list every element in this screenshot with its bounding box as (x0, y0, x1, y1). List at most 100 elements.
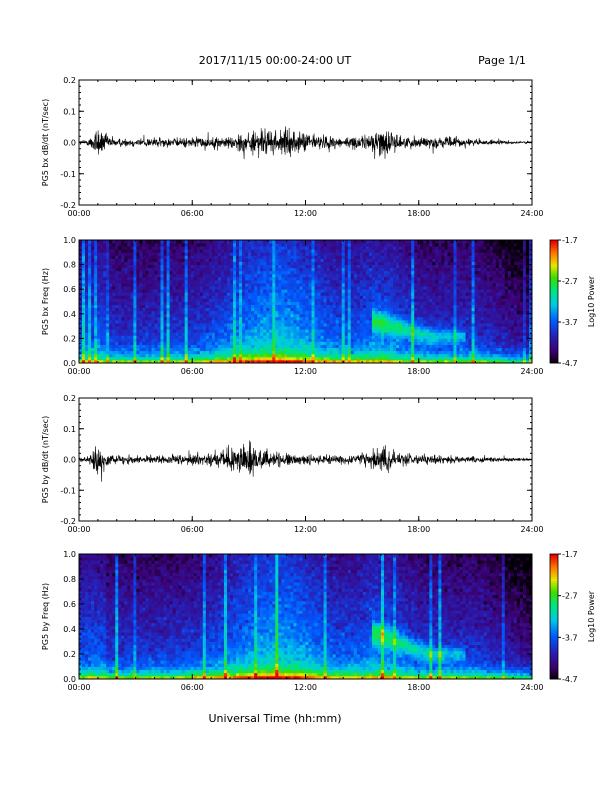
heatmap-cell (368, 316, 373, 321)
heatmap-cell (390, 359, 394, 364)
heatmap-cell (223, 243, 228, 247)
heatmap-cell (136, 240, 140, 244)
heatmap-cell (435, 246, 439, 250)
heatmap-cell (257, 261, 261, 265)
heatmap-cell (190, 329, 195, 333)
heatmap-cell (314, 292, 318, 296)
heatmap-cell (332, 304, 337, 309)
heatmap-cell (411, 356, 415, 361)
heatmap-cell (429, 243, 433, 247)
heatmap-cell (205, 326, 210, 330)
heatmap-cell (157, 270, 161, 275)
heatmap-cell (287, 283, 291, 287)
heatmap-cell (118, 353, 122, 358)
heatmap-cell (344, 286, 349, 290)
heatmap-cell (124, 240, 128, 244)
heatmap-cell (332, 359, 337, 364)
heatmap-cell (332, 350, 337, 355)
heatmap-cell (374, 316, 379, 321)
heatmap-cell (254, 264, 258, 269)
heatmap-cell (145, 261, 149, 265)
heatmap-cell (320, 270, 325, 275)
heatmap-cell (326, 298, 331, 302)
heatmap-cell (311, 255, 315, 259)
heatmap-cell (426, 255, 430, 259)
heatmap-cell (317, 347, 321, 352)
heatmap-cell (435, 261, 439, 265)
heatmap-cell (435, 301, 439, 305)
heatmap-cell (284, 264, 288, 269)
heatmap-cell (160, 335, 164, 339)
heatmap-cell (248, 301, 252, 305)
heatmap-cell (414, 341, 418, 345)
heatmap-cell (190, 246, 195, 250)
heatmap-cell (242, 286, 246, 290)
heatmap-cell (118, 338, 122, 342)
heatmap-cell (344, 332, 349, 336)
heatmap-cell (353, 347, 358, 352)
heatmap-cell (390, 270, 394, 275)
heatmap-cell (438, 273, 442, 278)
heatmap-cell (109, 276, 113, 281)
heatmap-cell (314, 298, 318, 302)
heatmap-cell (91, 292, 95, 296)
heatmap-cell (124, 264, 128, 269)
heatmap-cell (214, 270, 219, 275)
heatmap-cell (82, 323, 86, 327)
heatmap-cell (220, 332, 225, 336)
heatmap-cell (199, 292, 204, 296)
heatmap-cell (269, 335, 273, 339)
heatmap-cell (284, 353, 288, 358)
heatmap-cell (118, 249, 122, 253)
heatmap-cell (420, 307, 424, 312)
heatmap-cell (248, 252, 252, 256)
heatmap-cell (432, 326, 436, 330)
heatmap-cell (317, 267, 321, 272)
heatmap-cell (226, 353, 231, 358)
heatmap-cell (236, 286, 240, 290)
heatmap-cell (233, 249, 237, 253)
heatmap-cell (260, 298, 264, 302)
heatmap-cell (160, 273, 164, 278)
heatmap-cell (414, 344, 418, 349)
heatmap-cell (287, 279, 291, 284)
heatmap-cell (202, 350, 207, 355)
heatmap-cell (85, 359, 89, 364)
heatmap-cell (317, 332, 321, 336)
heatmap-cell (317, 286, 321, 290)
heatmap-cell (408, 353, 412, 358)
heatmap-cell (145, 313, 149, 318)
heatmap-cell (293, 243, 297, 247)
heatmap-cell (296, 292, 300, 296)
heatmap-cell (91, 338, 95, 342)
heatmap-cell (396, 243, 400, 247)
heatmap-cell (172, 350, 177, 355)
heatmap-cell (438, 289, 442, 293)
heatmap-cell (166, 332, 170, 336)
heatmap-cell (393, 344, 397, 349)
heatmap-cell (214, 301, 219, 305)
heatmap-cell (266, 344, 270, 349)
heatmap-cell (429, 264, 433, 269)
heatmap-cell (335, 243, 340, 247)
heatmap-cell (263, 273, 267, 278)
heatmap-cell (408, 261, 412, 265)
heatmap-cell (420, 258, 424, 262)
heatmap-cell (88, 319, 92, 324)
heatmap-cell (97, 298, 101, 302)
heatmap-cell (368, 335, 373, 339)
heatmap-cell (142, 240, 146, 244)
heatmap-cell (193, 264, 198, 269)
heatmap-cell (420, 353, 424, 358)
heatmap-cell (426, 267, 430, 272)
heatmap-cell (396, 286, 400, 290)
heatmap-cell (223, 304, 228, 309)
heatmap-cell (332, 255, 337, 259)
heatmap-cell (94, 323, 98, 327)
heatmap-cell (296, 359, 300, 364)
heatmap-cell (245, 319, 249, 324)
heatmap-cell (85, 356, 89, 361)
heatmap-cell (184, 347, 189, 352)
heatmap-cell (190, 350, 195, 355)
